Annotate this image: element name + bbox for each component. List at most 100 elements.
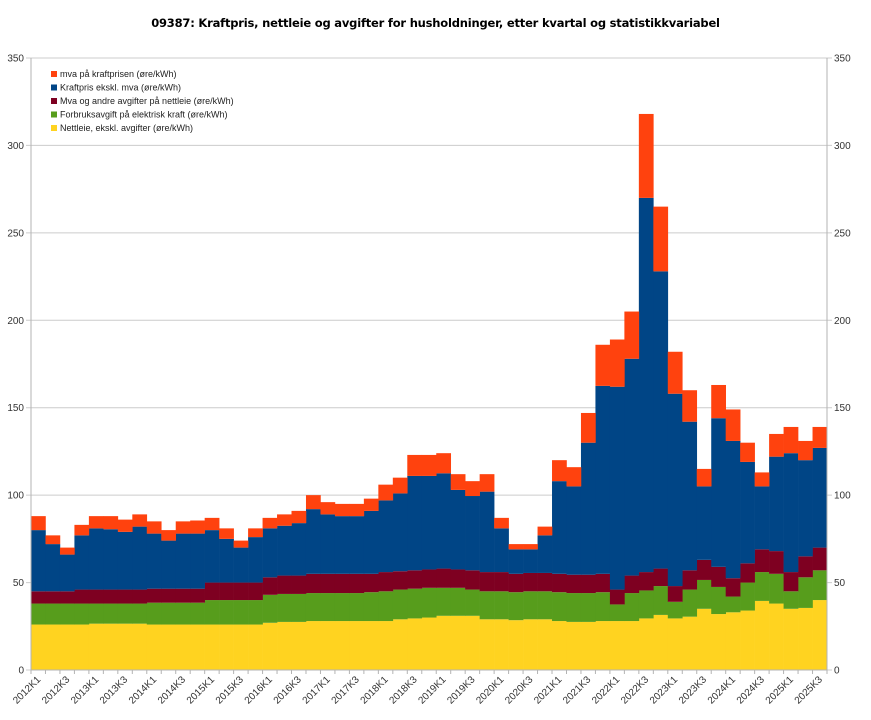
bar-segment: [812, 547, 828, 571]
bar-segment: [320, 514, 336, 574]
x-tick-label: 2022K3: [619, 674, 651, 706]
x-tick-label: 2012K3: [40, 674, 72, 706]
bar-segment: [754, 600, 770, 670]
bar-segment: [132, 603, 148, 624]
legend-swatch: [51, 111, 57, 118]
bar-segment: [103, 529, 119, 590]
bar-segment: [45, 624, 61, 670]
x-tick-label: 2023K1: [648, 674, 680, 706]
bar-segment: [450, 489, 466, 570]
bar-segment: [132, 526, 148, 590]
x-tick-label: 2020K1: [474, 674, 506, 706]
bar-segment: [580, 412, 596, 443]
bar-segment: [233, 540, 249, 548]
y-tick-label-left: 350: [7, 54, 24, 65]
bar-segment: [798, 556, 813, 578]
bar-segment: [595, 573, 611, 593]
bar-segment: [783, 572, 799, 592]
bar-segment: [31, 516, 46, 531]
bar-segment: [494, 619, 509, 670]
y-tick-label-right: 350: [834, 54, 851, 65]
bar-segment: [769, 551, 784, 574]
bar-segment: [624, 593, 640, 622]
bar-segment: [146, 533, 162, 589]
bar-segment: [798, 577, 813, 608]
bar-segment: [450, 474, 466, 490]
y-tick-label-left: 150: [7, 403, 24, 414]
bar-segment: [537, 526, 553, 536]
bar-segment: [566, 574, 582, 594]
bar-segment: [349, 573, 365, 594]
bar-segment: [798, 440, 813, 461]
x-tick-label: 2020K3: [503, 674, 535, 706]
bar-segment: [74, 624, 90, 670]
bar-segment: [479, 619, 495, 670]
bar-segment: [523, 591, 538, 620]
legend-label: Mva og andre avgifter på nettleie (øre/k…: [60, 96, 234, 106]
y-tick-label-right: 300: [834, 141, 851, 152]
bar-segment: [798, 460, 813, 557]
bar-segment: [798, 607, 813, 670]
bar-segment: [320, 502, 336, 515]
bars: [31, 113, 828, 670]
legend-label: Nettleie, ekskl. avgifter (øre/kWh): [60, 123, 193, 133]
bar-segment: [146, 521, 162, 534]
bar-segment: [421, 617, 437, 670]
bar-segment: [378, 484, 394, 501]
bar-segment: [161, 540, 177, 589]
legend-swatch: [51, 98, 57, 104]
bar-segment: [31, 591, 46, 604]
bar-segment: [305, 573, 321, 594]
bar-segment: [305, 593, 321, 622]
bar-segment: [45, 591, 61, 604]
y-tick-label-right: 200: [834, 316, 851, 327]
bar-segment: [450, 615, 466, 670]
bar-segment: [653, 206, 669, 272]
bar-segment: [523, 544, 538, 550]
series-2: [31, 547, 828, 605]
bar-segment: [132, 623, 148, 670]
bar-segment: [363, 498, 379, 511]
bar-segment: [783, 426, 799, 454]
bar-segment: [334, 516, 350, 574]
bar-segment: [291, 575, 307, 594]
bar-segment: [59, 554, 75, 592]
bar-segment: [277, 514, 292, 526]
x-tick-label: 2024K3: [735, 674, 767, 706]
bar-segment: [161, 602, 177, 625]
x-tick-label: 2021K3: [561, 674, 593, 706]
bar-segment: [248, 537, 263, 583]
bar-segment: [653, 586, 669, 615]
bar-segment: [537, 535, 553, 573]
bar-segment: [262, 577, 278, 595]
y-tick-label-left: 250: [7, 228, 24, 239]
bar-segment: [609, 339, 625, 387]
bar-segment: [219, 624, 234, 670]
x-tick-label: 2014K1: [127, 674, 159, 706]
bar-segment: [74, 589, 90, 604]
bar-segment: [450, 569, 466, 588]
x-tick-label: 2018K1: [359, 674, 391, 706]
legend-swatch: [51, 71, 57, 77]
bar-segment: [638, 113, 654, 198]
bar-segment: [262, 528, 278, 578]
y-axis-left: 0 50 100 150 200 250 300 350: [7, 54, 24, 677]
bar-segment: [682, 390, 698, 422]
bar-segment: [349, 621, 365, 670]
bar-segment: [754, 486, 770, 550]
bar-segment: [277, 593, 292, 622]
bar-segment: [349, 503, 365, 517]
bar-segment: [624, 621, 640, 670]
bar-segment: [88, 603, 104, 624]
x-tick-label: 2015K3: [214, 674, 246, 706]
bar-segment: [508, 592, 524, 621]
bar-segment: [74, 603, 90, 625]
bar-segment: [421, 569, 437, 588]
bar-segment: [812, 570, 828, 601]
y-tick-label-left: 50: [13, 578, 25, 589]
y-axis-right: 0 50 100 150 200 250 300 350: [834, 54, 851, 677]
bar-segment: [595, 592, 611, 622]
bar-segment: [305, 621, 321, 670]
bar-segment: [754, 572, 770, 601]
bar-segment: [523, 619, 538, 670]
